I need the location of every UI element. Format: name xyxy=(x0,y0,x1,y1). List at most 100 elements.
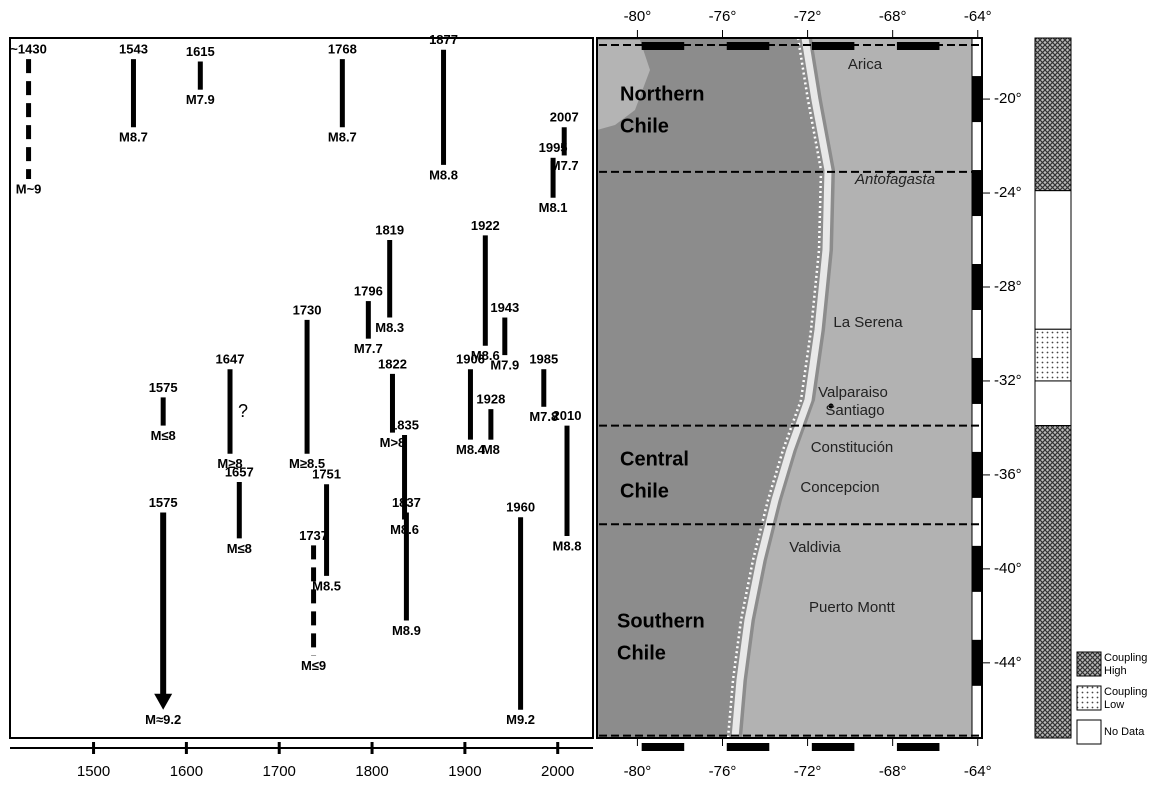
map: Northern Chile Central Chile Southern Chile Ar… xyxy=(597,38,982,738)
legend-swatch xyxy=(1077,686,1101,710)
rupture-year: 1796 xyxy=(354,284,383,299)
region-label: Southern xyxy=(617,610,705,632)
coupling-segment xyxy=(1035,329,1071,381)
region-label: Northern xyxy=(620,83,704,105)
lat-label: -24° xyxy=(994,184,1022,201)
rupture-year: 1877 xyxy=(429,32,458,47)
x-tick-label: 1700 xyxy=(263,763,296,780)
city-label: Santiago xyxy=(825,402,884,419)
lat-label: -36° xyxy=(994,466,1022,483)
city-label: Concepcion xyxy=(800,479,879,496)
region-label: Chile xyxy=(620,115,669,137)
rupture-year: 1575 xyxy=(149,380,178,395)
rupture-year: 1751 xyxy=(312,467,341,482)
figure: Northern Chile Central Chile Southern Chile Ar… xyxy=(0,0,1164,782)
rupture-magnitude: M7.9 xyxy=(186,92,215,107)
legend-swatch xyxy=(1077,720,1101,744)
lon-label: -76° xyxy=(709,8,737,25)
rupture-magnitude: M8.9 xyxy=(392,623,421,638)
city-label: La Serena xyxy=(833,314,903,331)
rupture-year: 1943 xyxy=(490,300,519,315)
rupture-magnitude: M7.9 xyxy=(490,358,519,373)
annotation: ? xyxy=(238,401,248,421)
rupture-year: 1575 xyxy=(149,495,178,510)
legend-swatch xyxy=(1077,652,1101,676)
rupture-year: 1543 xyxy=(119,42,148,57)
x-tick-label: 1800 xyxy=(355,763,388,780)
rupture-magnitude: M8.1 xyxy=(539,200,568,215)
city-label: Valdivia xyxy=(789,539,841,556)
legend-label: High xyxy=(1104,665,1127,677)
rupture-year: 1730 xyxy=(293,302,322,317)
rupture-magnitude: M8.3 xyxy=(375,320,404,335)
rupture-year: 1960 xyxy=(506,500,535,515)
region-label: Central xyxy=(620,448,689,470)
rupture-year: 1906 xyxy=(456,352,485,367)
frame-band xyxy=(972,546,982,592)
lat-label: -40° xyxy=(994,560,1022,577)
coupling-segment xyxy=(1035,381,1071,426)
coupling-segment xyxy=(1035,191,1071,330)
lat-label: -44° xyxy=(994,654,1022,671)
coupling-segment xyxy=(1035,426,1071,738)
rupture-year: 1928 xyxy=(476,392,505,407)
rupture-year: 1822 xyxy=(378,356,407,371)
lon-label: -80° xyxy=(624,763,652,780)
frame-band xyxy=(812,743,855,751)
frame-band xyxy=(972,264,982,310)
rupture-year: 1647 xyxy=(216,352,245,367)
coupling-segment xyxy=(1035,38,1071,191)
rupture-magnitude: M8.8 xyxy=(429,167,458,182)
rupture-year: 1837 xyxy=(392,495,421,510)
rupture-magnitude: M≤8 xyxy=(151,428,176,443)
rupture-magnitude: M8.7 xyxy=(328,130,357,145)
lon-label: -64° xyxy=(964,763,992,780)
x-tick-label: 1900 xyxy=(448,763,481,780)
rupture-magnitude: M7.7 xyxy=(354,341,383,356)
lon-label: -76° xyxy=(709,763,737,780)
rupture-year: 1615 xyxy=(186,44,215,59)
lon-label: -64° xyxy=(964,8,992,25)
rupture-magnitude: M8.8 xyxy=(553,538,582,553)
frame-band xyxy=(972,452,982,498)
rupture-year: 2007 xyxy=(550,110,579,125)
city-label: Arica xyxy=(848,56,883,73)
legend-label: Coupling xyxy=(1104,652,1147,664)
rupture-year: 1819 xyxy=(375,222,404,237)
frame-band xyxy=(972,76,982,122)
frame-band xyxy=(812,42,855,50)
rupture-magnitude: M7.7 xyxy=(550,158,579,173)
rupture-magnitude: M>8 xyxy=(380,435,406,450)
frame-band xyxy=(897,42,940,50)
lon-label: -72° xyxy=(794,763,822,780)
rupture-year: 1768 xyxy=(328,42,357,57)
region-label: Chile xyxy=(617,642,666,664)
rupture-year: 1985 xyxy=(529,352,558,367)
legend-label: Low xyxy=(1104,699,1124,711)
rupture-magnitude: M≈9.2 xyxy=(145,712,181,727)
rupture-year: 1657 xyxy=(225,464,254,479)
rupture-year: 1922 xyxy=(471,218,500,233)
city-label: Antofagasta xyxy=(854,171,935,188)
frame-band xyxy=(727,42,770,50)
region-label: Chile xyxy=(620,480,669,502)
rupture-magnitude: M≤9 xyxy=(301,658,326,673)
city-label: Valparaiso xyxy=(818,384,888,401)
lon-label: -68° xyxy=(879,8,907,25)
rupture-magnitude: M8 xyxy=(482,442,500,457)
x-tick-label: 1600 xyxy=(170,763,203,780)
rupture-year: 1737 xyxy=(299,528,328,543)
lat-label: -20° xyxy=(994,90,1022,107)
frame-band xyxy=(897,743,940,751)
frame-band xyxy=(972,640,982,686)
rupture-magnitude: M≤8 xyxy=(227,541,252,556)
frame-band xyxy=(972,358,982,404)
x-tick-label: 2000 xyxy=(541,763,574,780)
city-label: Constitución xyxy=(811,439,894,456)
rupture-year: 2010 xyxy=(553,408,582,423)
frame-band xyxy=(727,743,770,751)
rupture-magnitude: M9.2 xyxy=(506,712,535,727)
rupture-magnitude: M8.7 xyxy=(119,130,148,145)
rupture-year: 1835 xyxy=(390,417,419,432)
rupture-year: ~1430 xyxy=(10,42,47,57)
